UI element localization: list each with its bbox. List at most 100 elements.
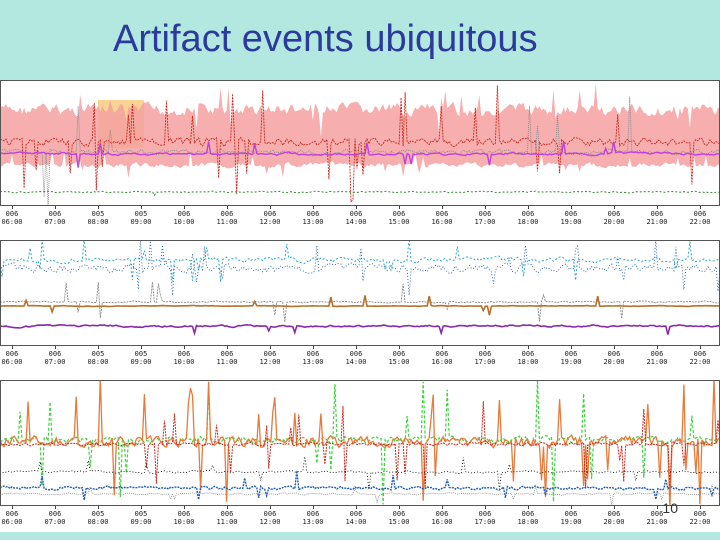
tick-date: 006 xyxy=(48,350,62,358)
axis-tick-label: 005 08:00 xyxy=(84,210,112,226)
tick-date: 006 xyxy=(306,350,320,358)
tick-time: 14:00 xyxy=(345,518,367,526)
tick-time: 08:00 xyxy=(87,358,109,366)
axis-tick-mark xyxy=(614,206,615,209)
tick-time: 07:00 xyxy=(44,358,66,366)
axis-tick-mark xyxy=(700,506,701,509)
axis-tick-mark xyxy=(98,346,99,349)
cyan-trace xyxy=(0,240,720,282)
tick-time: 19:00 xyxy=(560,358,582,366)
blue-trace xyxy=(0,470,720,501)
time-axis-3: 006 06:00 006 07:00 005 08:00 005 09:00 006 10:00… xyxy=(0,506,720,532)
tick-time: 16:00 xyxy=(431,518,453,526)
tick-time: 07:00 xyxy=(44,518,66,526)
tick-date: 006 xyxy=(650,210,664,218)
axis-tick-label: 006 13:00 xyxy=(299,510,327,526)
tick-date: 006 xyxy=(564,210,578,218)
tick-time: 09:00 xyxy=(130,518,152,526)
tick-date: 006 xyxy=(5,350,19,358)
tick-date: 006 xyxy=(693,350,707,358)
tick-date: 006 xyxy=(521,510,535,518)
tick-time: 18:00 xyxy=(517,358,539,366)
green-trace xyxy=(0,190,720,197)
axis-tick-label: 006 10:00 xyxy=(170,350,198,366)
tick-date: 006 xyxy=(306,210,320,218)
tick-date: 005 xyxy=(91,350,105,358)
axis-tick-label: 006 21:00 xyxy=(643,210,671,226)
axis-tick-mark xyxy=(184,346,185,349)
axis-tick-mark xyxy=(227,506,228,509)
axis-tick-label: 006 18:00 xyxy=(514,350,542,366)
tick-date: 006 xyxy=(220,350,234,358)
tick-time: 15:00 xyxy=(388,518,410,526)
tick-time: 13:00 xyxy=(302,358,324,366)
axis-tick-mark xyxy=(55,206,56,209)
tick-time: 13:00 xyxy=(302,518,324,526)
tick-time: 06:00 xyxy=(1,518,23,526)
axis-tick-mark xyxy=(55,506,56,509)
axis-tick-mark xyxy=(399,346,400,349)
tick-time: 22:00 xyxy=(689,358,711,366)
axis-tick-label: 006 18:00 xyxy=(514,210,542,226)
tick-time: 09:00 xyxy=(130,218,152,226)
axis-tick-label: 006 12:00 xyxy=(256,210,284,226)
bottom-band xyxy=(0,532,720,540)
tick-date: 006 xyxy=(349,510,363,518)
tick-date: 006 xyxy=(5,510,19,518)
axis-tick-label: 006 18:00 xyxy=(514,510,542,526)
axis-tick-label: 005 08:00 xyxy=(84,510,112,526)
page-number: 10 xyxy=(662,500,678,516)
axis-tick-label: 005 09:00 xyxy=(127,350,155,366)
tick-time: 21:00 xyxy=(646,358,668,366)
tick-date: 006 xyxy=(177,350,191,358)
axis-tick-mark xyxy=(313,206,314,209)
tick-date: 006 xyxy=(392,350,406,358)
axis-tick-mark xyxy=(528,506,529,509)
axis-tick-mark xyxy=(657,206,658,209)
axis-tick-label: 006 21:00 xyxy=(643,350,671,366)
tick-date: 006 xyxy=(478,510,492,518)
tick-time: 21:00 xyxy=(646,518,668,526)
tick-time: 11:00 xyxy=(216,358,238,366)
tick-date: 006 xyxy=(607,210,621,218)
tick-date: 006 xyxy=(349,350,363,358)
slide-title: Artifact events ubiquitous xyxy=(113,18,538,60)
tick-date: 006 xyxy=(392,510,406,518)
axis-tick-label: 006 11:00 xyxy=(213,510,241,526)
axis-tick-mark xyxy=(442,346,443,349)
tick-date: 006 xyxy=(263,210,277,218)
chart-panel-1 xyxy=(0,80,720,206)
axis-tick-mark xyxy=(184,206,185,209)
axis-tick-label: 006 22:00 xyxy=(686,510,714,526)
chart-panel-3 xyxy=(0,380,720,506)
axis-tick-label: 006 22:00 xyxy=(686,350,714,366)
tick-time: 10:00 xyxy=(173,518,195,526)
orange-trace xyxy=(0,380,720,506)
tick-time: 07:00 xyxy=(44,218,66,226)
variability-band xyxy=(0,84,720,179)
tick-time: 20:00 xyxy=(603,518,625,526)
axis-tick-label: 006 11:00 xyxy=(213,350,241,366)
axis-tick-mark xyxy=(356,346,357,349)
axis-tick-mark xyxy=(313,346,314,349)
tick-time: 18:00 xyxy=(517,518,539,526)
axis-tick-mark xyxy=(356,206,357,209)
axis-tick-mark xyxy=(227,346,228,349)
axis-tick-label: 006 13:00 xyxy=(299,350,327,366)
axis-tick-label: 006 16:00 xyxy=(428,350,456,366)
axis-tick-label: 006 14:00 xyxy=(342,210,370,226)
tick-time: 06:00 xyxy=(1,358,23,366)
axis-tick-label: 006 06:00 xyxy=(0,510,26,526)
tick-date: 006 xyxy=(263,350,277,358)
tick-date: 006 xyxy=(392,210,406,218)
axis-tick-label: 006 12:00 xyxy=(256,350,284,366)
tick-time: 08:00 xyxy=(87,518,109,526)
axis-tick-mark xyxy=(399,506,400,509)
axis-tick-label: 005 08:00 xyxy=(84,350,112,366)
tick-time: 17:00 xyxy=(474,358,496,366)
tick-date: 006 xyxy=(177,510,191,518)
axis-tick-label: 006 19:00 xyxy=(557,350,585,366)
purple-trace xyxy=(0,323,720,337)
axis-tick-mark xyxy=(141,206,142,209)
axis-tick-label: 006 15:00 xyxy=(385,210,413,226)
